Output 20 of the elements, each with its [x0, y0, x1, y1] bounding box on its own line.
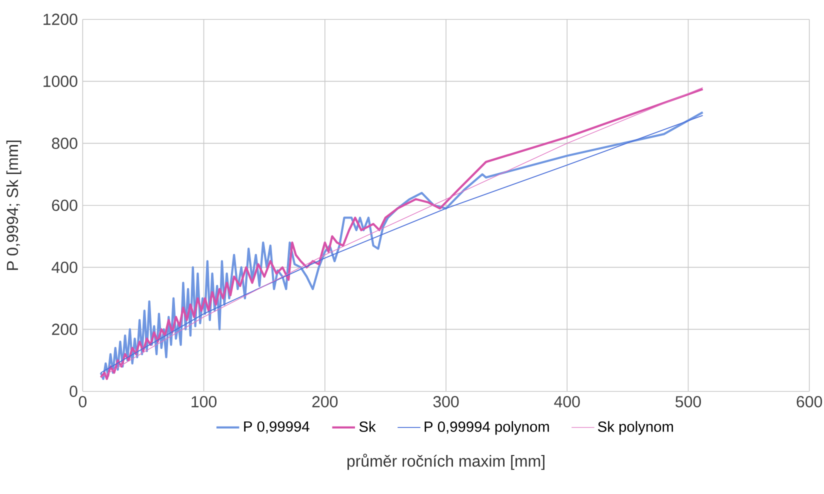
- y-tick-label: 800: [52, 138, 78, 149]
- legend-label: P 0,99994: [244, 421, 310, 434]
- x-tick-label: 200: [312, 396, 338, 408]
- x-tick-label: 0: [78, 396, 87, 408]
- y-tick-label: 400: [52, 262, 78, 273]
- x-tick-label: 100: [192, 396, 217, 408]
- x-tick-label: 500: [676, 396, 701, 408]
- y-tick-label: 0: [70, 386, 78, 397]
- legend-label: Sk: [359, 421, 376, 432]
- y-tick-label: 1000: [44, 76, 78, 87]
- x-axis-title: průměr ročních maxim [mm]: [347, 454, 544, 470]
- y-tick-label: 1200: [44, 14, 78, 25]
- y-tick-label: 200: [52, 324, 78, 335]
- x-tick-label: 300: [433, 396, 459, 408]
- y-tick-label: 600: [52, 200, 78, 211]
- y-axis-title: P 0,9994; Sk [mm]: [6, 140, 22, 270]
- x-tick-label: 600: [796, 396, 822, 408]
- legend-label: Sk polynom: [598, 421, 673, 435]
- x-tick-label: 400: [554, 396, 580, 408]
- legend-label: P 0,99994 polynom: [424, 421, 549, 435]
